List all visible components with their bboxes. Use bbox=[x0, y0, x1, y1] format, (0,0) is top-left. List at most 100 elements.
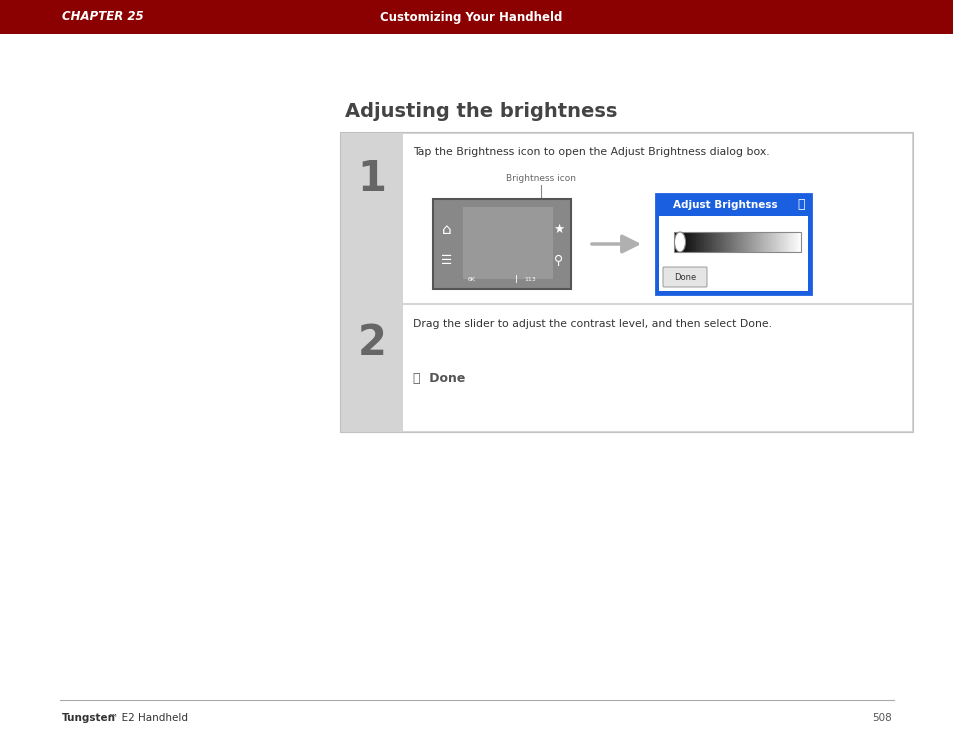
Bar bbox=[718, 232, 720, 252]
Bar bbox=[758, 232, 760, 252]
Text: 113: 113 bbox=[524, 277, 536, 282]
Bar bbox=[710, 232, 712, 252]
Bar bbox=[784, 232, 787, 252]
Text: Tap the Brightness icon to open the Adjust Brightness dialog box.: Tap the Brightness icon to open the Adju… bbox=[413, 147, 769, 157]
Bar bbox=[775, 232, 778, 252]
Bar bbox=[675, 232, 678, 252]
Bar bbox=[740, 232, 742, 252]
Bar bbox=[732, 232, 735, 252]
Bar bbox=[762, 232, 764, 252]
Bar bbox=[716, 232, 719, 252]
Bar bbox=[754, 232, 757, 252]
Bar bbox=[722, 232, 725, 252]
Bar bbox=[701, 232, 704, 252]
Bar bbox=[794, 232, 797, 252]
Text: Brightness icon: Brightness icon bbox=[505, 174, 576, 183]
Bar bbox=[706, 232, 709, 252]
Bar bbox=[777, 232, 779, 252]
Bar bbox=[787, 232, 790, 252]
Text: Adjust Brightness: Adjust Brightness bbox=[673, 200, 777, 210]
Text: ★: ★ bbox=[553, 222, 564, 235]
Text: ☰: ☰ bbox=[441, 255, 452, 267]
Bar bbox=[340, 304, 911, 431]
Bar bbox=[780, 232, 782, 252]
Bar bbox=[744, 232, 747, 252]
Bar bbox=[694, 232, 697, 252]
Text: 6K: 6K bbox=[468, 277, 476, 282]
Bar bbox=[462, 207, 553, 279]
Bar bbox=[768, 232, 771, 252]
Bar bbox=[753, 232, 755, 252]
Text: ⓘ: ⓘ bbox=[797, 199, 804, 212]
Bar bbox=[756, 232, 759, 252]
Text: Customizing Your Handheld: Customizing Your Handheld bbox=[379, 10, 561, 24]
Bar bbox=[729, 232, 731, 252]
Bar bbox=[770, 232, 773, 252]
Bar bbox=[677, 232, 679, 252]
Bar bbox=[691, 232, 694, 252]
Text: Adjusting the brightness: Adjusting the brightness bbox=[345, 102, 617, 121]
Bar bbox=[656, 194, 810, 294]
Bar bbox=[705, 232, 707, 252]
Text: Drag the slider to adjust the contrast level, and then select Done.: Drag the slider to adjust the contrast l… bbox=[413, 319, 771, 329]
Bar bbox=[792, 232, 795, 252]
Bar bbox=[715, 232, 717, 252]
Bar bbox=[720, 232, 723, 252]
Bar bbox=[340, 133, 402, 303]
Bar bbox=[684, 232, 687, 252]
Bar bbox=[679, 232, 682, 252]
Bar bbox=[730, 232, 733, 252]
Bar bbox=[735, 232, 738, 252]
Bar bbox=[697, 232, 700, 252]
Bar bbox=[711, 232, 714, 252]
Bar bbox=[681, 232, 684, 252]
FancyBboxPatch shape bbox=[662, 267, 706, 287]
Bar bbox=[748, 232, 750, 252]
Bar bbox=[773, 232, 776, 252]
Bar bbox=[763, 232, 766, 252]
Text: 508: 508 bbox=[871, 713, 891, 723]
Bar bbox=[724, 232, 726, 252]
Text: ™ E2 Handheld: ™ E2 Handheld bbox=[108, 713, 188, 723]
Bar bbox=[789, 232, 792, 252]
Bar bbox=[339, 132, 912, 432]
Bar bbox=[760, 232, 763, 252]
Bar bbox=[746, 232, 749, 252]
Bar bbox=[739, 232, 740, 252]
Bar bbox=[686, 232, 689, 252]
Bar bbox=[782, 232, 785, 252]
Bar bbox=[734, 232, 736, 252]
Bar bbox=[786, 232, 788, 252]
Bar bbox=[743, 232, 745, 252]
Bar bbox=[673, 232, 801, 252]
Bar bbox=[673, 232, 676, 252]
Bar bbox=[796, 232, 798, 252]
Bar bbox=[720, 232, 721, 252]
Bar bbox=[689, 232, 692, 252]
Text: Done: Done bbox=[673, 272, 696, 281]
Bar bbox=[727, 232, 730, 252]
Bar bbox=[703, 232, 706, 252]
Bar bbox=[0, 0, 953, 34]
Bar bbox=[725, 232, 728, 252]
Bar bbox=[696, 232, 699, 252]
Text: ⌂: ⌂ bbox=[442, 221, 452, 236]
Bar bbox=[678, 232, 680, 252]
Bar bbox=[340, 304, 402, 431]
Text: ⤓  Done: ⤓ Done bbox=[413, 372, 465, 385]
Bar bbox=[797, 232, 800, 252]
Bar bbox=[692, 232, 695, 252]
Bar bbox=[781, 232, 783, 252]
Bar bbox=[737, 232, 740, 252]
Bar bbox=[772, 232, 774, 252]
Bar bbox=[700, 232, 702, 252]
Text: 1: 1 bbox=[357, 158, 386, 200]
Bar bbox=[751, 232, 754, 252]
Text: ⚲: ⚲ bbox=[554, 255, 563, 267]
Bar bbox=[759, 232, 761, 252]
Bar bbox=[799, 232, 801, 252]
Bar bbox=[767, 232, 769, 252]
Bar bbox=[687, 232, 690, 252]
Bar bbox=[765, 232, 768, 252]
Bar bbox=[433, 199, 571, 289]
